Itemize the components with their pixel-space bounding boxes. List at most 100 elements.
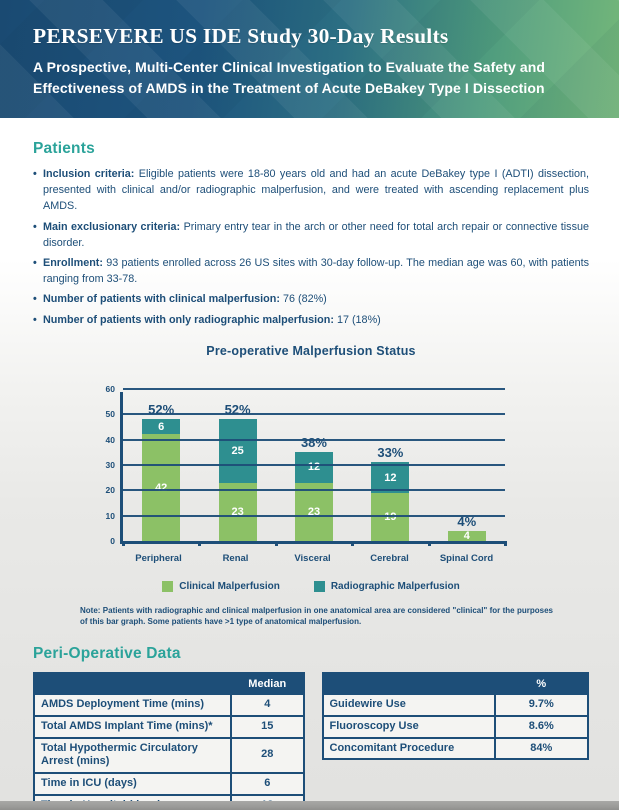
y-axis-tick-label: 50	[105, 409, 115, 420]
chart-plot-area: 52% 6 42 52% 25 23 38% 12 23	[106, 384, 507, 546]
bullet-clinical-malperfusion-count: Number of patients with clinical malperf…	[33, 291, 589, 307]
row-label: Total Hypothermic Circulatory Arrest (mi…	[33, 736, 232, 775]
clinical-segment: 23	[294, 482, 333, 541]
page-title: PERSEVERE US IDE Study 30-Day Results	[33, 24, 449, 48]
table-row: Concomitant Procedure 84%	[321, 736, 589, 761]
legend-item-radiographic: Radiographic Malperfusion	[313, 580, 460, 592]
x-category: Cerebral	[370, 552, 409, 564]
x-axis-tick	[351, 540, 355, 546]
segment-value: 25	[231, 444, 244, 457]
row-label: AMDS Deployment Time (mins)	[33, 693, 232, 717]
clinical-segment: 42	[142, 434, 181, 541]
x-axis-tick	[198, 540, 202, 546]
radiographic-segment: 6	[142, 419, 181, 435]
table-row: Total Hypothermic Circulatory Arrest (mi…	[33, 736, 305, 775]
row-value: 15	[230, 714, 305, 739]
bar-peripheral: 52% 6 42	[123, 392, 199, 541]
chart-legend: Clinical Malperfusion Radiographic Malpe…	[33, 580, 589, 592]
peri-operative-heading: Peri-Operative Data	[33, 645, 181, 663]
peri-operative-tables: Median AMDS Deployment Time (mins) 4 Tota…	[33, 672, 589, 810]
median-table: Median AMDS Deployment Time (mins) 4 Tota…	[33, 672, 305, 810]
table-row: AMDS Deployment Time (mins) 4	[33, 693, 305, 717]
x-category: Peripheral	[135, 552, 182, 564]
x-axis-category-labels: Peripheral Renal Visceral Cerebral Spina…	[120, 553, 505, 564]
x-axis-tick	[504, 540, 507, 546]
percent-label: 33%	[377, 445, 404, 461]
bar-spinal-cord: 4% 0 4	[429, 392, 505, 541]
bullet-enrollment: Enrollment: 93 patients enrolled across …	[33, 255, 589, 287]
patients-bullet-list: Inclusion criteria: Eligible patients we…	[33, 166, 589, 328]
gridline	[123, 413, 505, 416]
gridline	[123, 463, 505, 466]
clinical-segment: 23	[218, 482, 257, 541]
chart-wrap: 52% 6 42 52% 25 23 38% 12 23	[106, 384, 507, 546]
segment-value: 23	[307, 505, 321, 518]
x-category: Spinal Cord	[439, 552, 494, 564]
page-subtitle: A Prospective, Multi-Center Clinical Inv…	[33, 59, 546, 96]
table-row: Guidewire Use 9.7%	[321, 693, 589, 717]
table-row: Time in ICU (days) 6	[33, 772, 305, 796]
chart-bars: 52% 6 42 52% 25 23 38% 12 23	[123, 392, 505, 541]
peri-operative-section: Peri-Operative Data Median AMDS Deployme…	[33, 645, 589, 810]
y-axis-tick-label: 40	[105, 434, 115, 445]
bullet-label: Number of patients with only radiographi…	[43, 313, 334, 326]
radiographic-segment: 12	[294, 452, 333, 483]
row-label: Fluoroscopy Use	[321, 714, 496, 739]
radiographic-segment: 25	[218, 419, 257, 483]
bullet-inclusion-criteria: Inclusion criteria: Eligible patients we…	[33, 166, 589, 215]
row-value: 28	[230, 736, 305, 775]
bullet-text: Eligible patients were 18-80 years old a…	[43, 168, 589, 213]
gridline	[123, 387, 505, 390]
clinical-swatch-icon	[162, 580, 174, 592]
header-cell-empty	[321, 672, 496, 696]
percent-label: 4%	[457, 513, 477, 529]
row-value: 8.6%	[493, 714, 589, 739]
header-banner: PERSEVERE US IDE Study 30-Day Results A …	[0, 0, 619, 118]
segment-value: 12	[307, 461, 321, 474]
segment-value: 23	[231, 505, 244, 518]
row-value: 6	[230, 772, 305, 796]
header-cell-median: Median	[230, 672, 305, 696]
row-label: Time in ICU (days)	[33, 772, 232, 796]
bottom-edge-bar	[0, 801, 619, 810]
x-category: Visceral	[294, 552, 331, 564]
bar-cerebral: 33% 12 19	[352, 392, 428, 541]
row-label: Guidewire Use	[321, 693, 496, 717]
radiographic-segment: 12	[371, 462, 410, 493]
y-axis-tick-label: 20	[105, 485, 115, 496]
bullet-label: Inclusion criteria:	[43, 168, 135, 180]
segment-value: 42	[155, 481, 168, 494]
row-label: Total AMDS Implant Time (mins)*	[33, 714, 232, 739]
percent-table: % Guidewire Use 9.7% Fluoroscopy Use 8.6% …	[321, 672, 590, 761]
table-row: Total AMDS Implant Time (mins)* 15	[33, 714, 305, 739]
percent-label: 38%	[300, 435, 327, 451]
table-header-row: Median	[33, 672, 305, 696]
y-axis-tick-label: 60	[105, 383, 115, 394]
legend-item-clinical: Clinical Malperfusion	[162, 580, 280, 592]
segment-value: 19	[384, 510, 397, 523]
bullet-text: 93 patients enrolled across 26 US sites …	[43, 257, 589, 286]
x-axis-tick	[274, 540, 278, 546]
x-axis-tick	[122, 540, 125, 546]
y-axis-tick-label: 10	[105, 510, 115, 521]
segment-value: 6	[158, 420, 165, 433]
bullet-text: Primary entry tear in the arch or other …	[43, 220, 589, 249]
bullet-radiographic-malperfusion-count: Number of patients with only radiographi…	[33, 312, 589, 328]
radiographic-swatch-icon	[313, 580, 325, 592]
gridline	[123, 489, 505, 492]
bullet-exclusionary-criteria: Main exclusionary criteria: Primary entr…	[33, 219, 589, 251]
chart-title: Pre-operative Malperfusion Status	[206, 343, 416, 358]
segment-value: 4	[463, 529, 470, 542]
bullet-label: Number of patients with clinical malperf…	[43, 293, 280, 306]
gridline	[123, 438, 505, 441]
legend-label: Clinical Malperfusion	[179, 580, 280, 592]
bullet-text: 17 (18%)	[333, 313, 381, 326]
row-value: 9.7%	[493, 693, 589, 717]
y-axis-tick-label: 30	[105, 459, 115, 470]
row-value: 84%	[493, 736, 589, 761]
segment-value: 12	[384, 471, 397, 484]
x-category: Renal	[222, 552, 249, 564]
gridline	[123, 514, 505, 517]
row-label: Concomitant Procedure	[321, 736, 496, 761]
table-header-row: %	[321, 672, 589, 696]
